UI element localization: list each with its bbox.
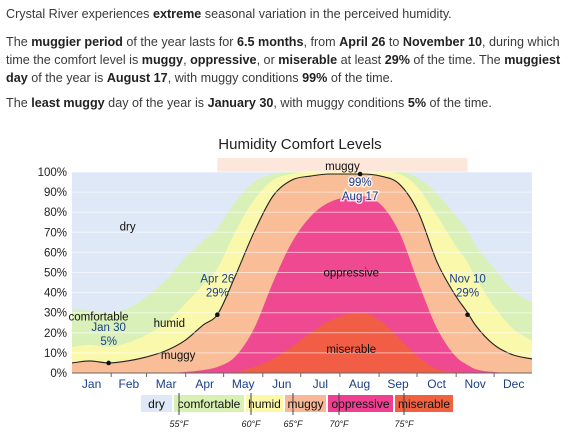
y-tick-label: 70% xyxy=(44,227,67,239)
month-label: Jan xyxy=(82,377,101,391)
muggy-boundary-line xyxy=(71,173,533,364)
dew-point-label: 60°F xyxy=(241,419,261,429)
annotation-dot-aug17 xyxy=(357,171,363,177)
legend-swatch-muggy xyxy=(285,395,326,412)
month-label: Dec xyxy=(503,377,524,391)
month-label: Jul xyxy=(313,377,328,391)
legend-swatch-comfortable xyxy=(174,395,244,412)
band-label-muggy: muggy xyxy=(161,350,196,362)
y-axis: 0% 10% 20% 30% 40% 50% 60% 70% 80% 90% 100% xyxy=(38,167,67,380)
y-tick-label: 100% xyxy=(38,167,67,179)
legend-swatch-humid xyxy=(246,395,283,412)
y-tick-label: 20% xyxy=(44,328,67,340)
month-label: Sep xyxy=(387,377,409,391)
y-tick-label: 50% xyxy=(44,268,67,280)
legend-label-humid: humid xyxy=(248,397,281,411)
annotation-dot-nov10 xyxy=(465,312,470,318)
annotation-dot-jan30 xyxy=(106,360,111,366)
dew-point-label: 65°F xyxy=(283,419,303,429)
legend-label-comfortable: comfortable xyxy=(178,397,241,411)
dew-point-label: 55°F xyxy=(169,419,189,429)
y-tick-label: 10% xyxy=(44,348,67,360)
legend-label-miserable: miserable xyxy=(398,397,450,411)
y-tick-label: 80% xyxy=(44,207,67,219)
annotation-dot-apr26 xyxy=(215,312,220,318)
month-label: May xyxy=(232,377,255,391)
band-label-dry: dry xyxy=(120,221,136,233)
legend-label-muggy: muggy xyxy=(287,397,323,411)
area-miserable xyxy=(72,312,532,373)
legend-swatch-oppressive xyxy=(328,395,393,412)
annotation-value-apr26: 29% xyxy=(206,288,229,300)
band-label-miserable: miserable xyxy=(326,344,376,356)
dew-point-label: 70°F xyxy=(329,419,349,429)
intro-paragraph-2: The muggier period of the year lasts for… xyxy=(6,35,561,85)
month-label: Nov xyxy=(464,377,485,391)
area-oppressive xyxy=(72,196,532,373)
intro-paragraph-1: Crystal River experiences extreme season… xyxy=(6,7,452,21)
chart-plot-area xyxy=(71,158,533,374)
y-tick-label: 90% xyxy=(44,187,67,199)
month-label: Aug xyxy=(349,377,370,391)
legend-swatch-miserable xyxy=(395,395,453,412)
legend-label-oppressive: oppressive xyxy=(331,397,389,411)
chart-annotations: dry comfortable humid muggy oppressive misera… xyxy=(68,161,486,366)
annotation-value-nov10: 29% xyxy=(456,288,479,300)
annotation-date-aug17: Aug 17 xyxy=(342,191,378,203)
annotation-value-aug17: 99% xyxy=(349,177,372,189)
muggier-period-label: muggy xyxy=(325,161,360,173)
y-tick-label: 60% xyxy=(44,247,67,259)
intro-paragraph-3: The least muggy day of the year is Janua… xyxy=(6,96,492,110)
legend-label-dry: dry xyxy=(148,397,165,411)
dew-point-label: 75°F xyxy=(394,419,414,429)
month-label: Feb xyxy=(119,377,140,391)
month-label: Oct xyxy=(427,377,446,391)
y-tick-label: 30% xyxy=(44,308,67,320)
y-tick-label: 0% xyxy=(50,368,67,380)
humidity-comfort-chart: Humidity Comfort Levels 0% 10% 20% 30% 40% 50… xyxy=(38,136,533,429)
annotation-date-apr26: Apr 26 xyxy=(200,274,234,286)
month-label: Mar xyxy=(156,377,177,391)
annotation-date-jan30: Jan 30 xyxy=(91,322,126,334)
y-tick-label: 40% xyxy=(44,288,67,300)
chart-legend: dry comfortable humid muggy oppressive misera… xyxy=(141,393,453,429)
chart-title: Humidity Comfort Levels xyxy=(218,136,381,153)
band-label-humid: humid xyxy=(154,318,185,330)
legend-swatch-dry xyxy=(141,395,172,412)
annotation-date-nov10: Nov 10 xyxy=(449,274,485,286)
month-label: Apr xyxy=(195,377,214,391)
band-label-oppressive: oppressive xyxy=(323,268,379,280)
x-axis: Jan Feb Mar Apr May Jun Jul Aug Sep Oct Nov Dec xyxy=(82,373,524,391)
month-label: Jun xyxy=(272,377,291,391)
annotation-value-jan30: 5% xyxy=(100,336,117,348)
band-label-comfortable: comfortable xyxy=(68,312,128,324)
